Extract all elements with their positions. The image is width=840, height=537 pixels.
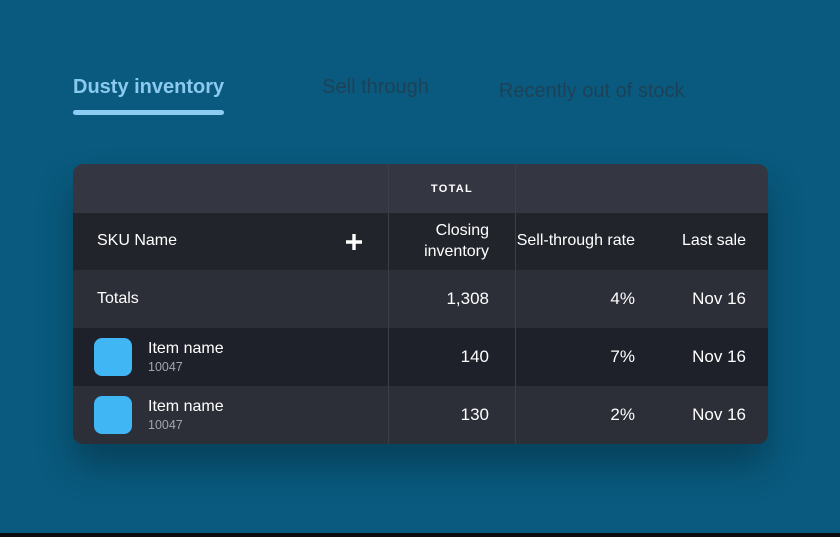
totals-label: Totals bbox=[73, 270, 389, 328]
table-row[interactable]: Item name 10047 130 2% Nov 16 bbox=[73, 386, 768, 444]
totals-row: Totals 1,308 4% Nov 16 bbox=[73, 270, 768, 328]
sell-through-rate-header: Sell-through rate bbox=[516, 232, 635, 250]
tab-recently-out-of-stock[interactable]: Recently out of stock bbox=[499, 79, 685, 119]
item-closing-inventory: 130 bbox=[389, 386, 516, 444]
item-thumbnail-icon bbox=[94, 396, 132, 434]
tab-bar: Dusty inventory Sell through Recently ou… bbox=[73, 75, 685, 119]
table-header-row: SKU Name Closing inventory Sell-through … bbox=[73, 213, 768, 270]
item-closing-inventory: 140 bbox=[389, 328, 516, 386]
item-info: Item name 10047 bbox=[94, 338, 224, 376]
tab-recently-out-of-stock-label: Recently out of stock bbox=[498, 80, 685, 102]
group-band-total-label: TOTAL bbox=[389, 164, 516, 213]
item-thumbnail-icon bbox=[94, 338, 132, 376]
item-name: Item name bbox=[148, 397, 224, 415]
table-group-band: TOTAL bbox=[73, 164, 768, 213]
item-info: Item name 10047 bbox=[94, 396, 224, 434]
item-sell-through-rate: 2% bbox=[610, 405, 635, 424]
bottom-edge-bar bbox=[0, 533, 840, 537]
sku-name-header-cell: SKU Name bbox=[73, 213, 389, 270]
sku-name-header-label: SKU Name bbox=[97, 232, 178, 250]
item-name: Item name bbox=[148, 339, 224, 357]
item-last-sale: Nov 16 bbox=[692, 405, 746, 424]
group-band-spacer bbox=[516, 164, 768, 213]
tab-sell-through-label: Sell through bbox=[322, 76, 429, 98]
item-sell-through-rate: 7% bbox=[610, 347, 635, 366]
group-band-sku-cell bbox=[73, 164, 389, 213]
plus-icon bbox=[346, 233, 362, 250]
tab-dusty-inventory-label: Dusty inventory bbox=[73, 76, 225, 98]
totals-sell-through-rate: 4% bbox=[610, 289, 635, 308]
item-sku-number: 10047 bbox=[148, 360, 183, 374]
totals-last-sale: Nov 16 bbox=[692, 289, 746, 308]
active-tab-underline bbox=[73, 110, 225, 115]
add-column-button[interactable] bbox=[344, 232, 364, 252]
item-cell: Item name 10047 bbox=[73, 386, 389, 444]
inventory-table: TOTAL SKU Name Closing inventory Sell-th… bbox=[73, 164, 768, 444]
item-text: Item name 10047 bbox=[148, 398, 224, 433]
item-text: Item name 10047 bbox=[148, 340, 224, 375]
tab-sell-through[interactable]: Sell through bbox=[322, 75, 429, 115]
totals-closing-inventory: 1,308 bbox=[389, 270, 516, 328]
item-last-sale: Nov 16 bbox=[692, 347, 746, 366]
item-sku-number: 10047 bbox=[148, 418, 183, 432]
item-cell: Item name 10047 bbox=[73, 328, 389, 386]
table-row[interactable]: Item name 10047 140 7% Nov 16 bbox=[73, 328, 768, 386]
tab-dusty-inventory[interactable]: Dusty inventory bbox=[73, 75, 225, 115]
last-sale-header: Last sale bbox=[681, 232, 746, 250]
closing-inventory-header: Closing inventory bbox=[389, 213, 516, 270]
